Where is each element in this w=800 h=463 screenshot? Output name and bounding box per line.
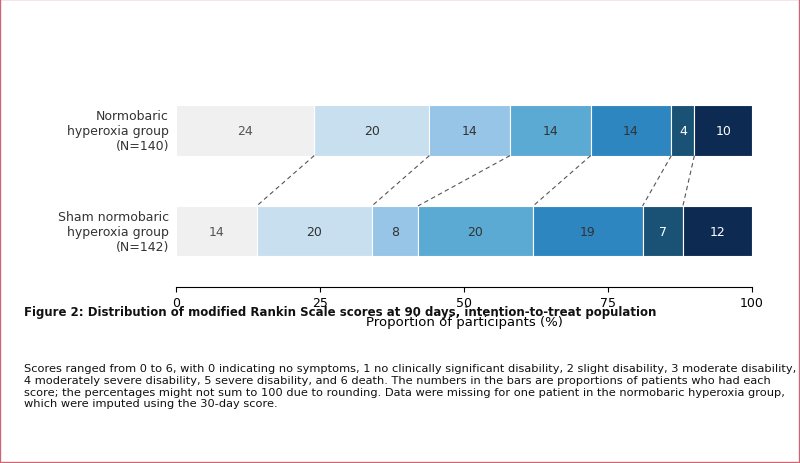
Text: 24: 24	[238, 125, 253, 138]
Text: 14: 14	[542, 125, 558, 138]
Bar	[642, 206, 683, 257]
Text: 12: 12	[710, 225, 726, 238]
Text: 14: 14	[623, 125, 639, 138]
Bar	[176, 106, 314, 156]
Text: 14: 14	[209, 225, 224, 238]
Bar	[533, 206, 642, 257]
Bar	[683, 206, 752, 257]
Text: 20: 20	[467, 225, 483, 238]
Bar	[372, 206, 418, 257]
X-axis label: Proportion of participants (%): Proportion of participants (%)	[366, 315, 562, 328]
Bar	[694, 106, 752, 156]
Text: 20: 20	[306, 225, 322, 238]
Bar	[671, 106, 694, 156]
Text: Figure 2: Distribution of modified Rankin Scale scores at 90 days, intention-to-: Figure 2: Distribution of modified Ranki…	[24, 306, 656, 319]
Bar	[257, 206, 372, 257]
Bar	[430, 106, 510, 156]
Text: 8: 8	[391, 225, 399, 238]
Text: 4: 4	[679, 125, 687, 138]
Text: 19: 19	[580, 225, 596, 238]
Bar	[176, 206, 257, 257]
Text: Scores ranged from 0 to 6, with 0 indicating no symptoms, 1 no clinically signif: Scores ranged from 0 to 6, with 0 indica…	[24, 363, 796, 408]
Bar	[418, 206, 533, 257]
Text: 7: 7	[658, 225, 666, 238]
Bar	[314, 106, 430, 156]
Text: 10: 10	[715, 125, 731, 138]
Bar	[590, 106, 671, 156]
Text: 20: 20	[364, 125, 380, 138]
Bar	[510, 106, 590, 156]
Text: 14: 14	[462, 125, 478, 138]
